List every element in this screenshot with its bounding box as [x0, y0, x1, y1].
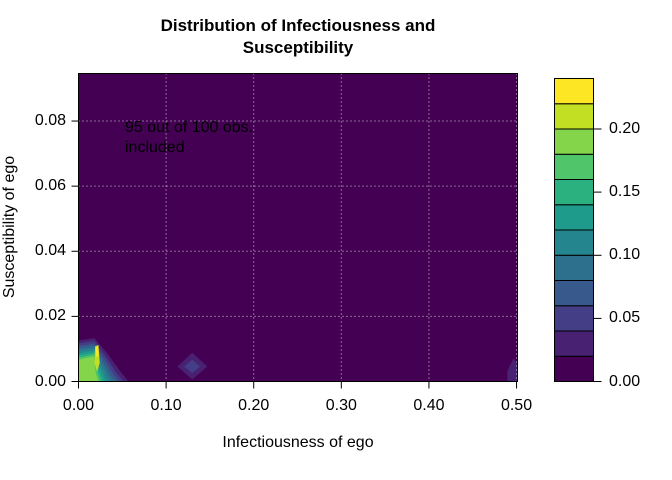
obs-annotation-line2: included: [125, 139, 185, 156]
x-tick-label: 0.50: [500, 397, 533, 414]
legend-tick-label: 0.00: [609, 372, 641, 390]
y-tick-label: 0.08: [34, 112, 66, 130]
y-axis-label: Susceptibility of ego: [1, 155, 18, 299]
legend-tick-label: 0.20: [609, 120, 641, 137]
x-axis-label: Infectiousness of ego: [222, 434, 374, 451]
y-tick-label: 0.04: [34, 242, 66, 260]
obs-annotation-line1: 95 out of 100 obs.: [125, 119, 254, 136]
legend-tick-label: 0.10: [609, 246, 641, 264]
y-tick-label: 0.06: [34, 177, 66, 195]
x-tick-label: 0.20: [238, 397, 270, 414]
x-tick-label: 0.30: [325, 397, 357, 414]
x-tick-label: 0.00: [62, 397, 95, 414]
plot-title-line2: Susceptibility: [242, 38, 354, 57]
legend-tick-label: 0.15: [609, 183, 641, 201]
y-tick-label: 0.02: [34, 307, 66, 325]
legend-tick-label: 0.05: [609, 309, 641, 327]
plot-title: Distribution of Infectiousness and Susce…: [78, 15, 518, 59]
y-tick-label: 0.00: [34, 372, 66, 390]
plot-title-line1: Distribution of Infectiousness and: [160, 16, 436, 35]
x-tick-label: 0.40: [413, 397, 445, 414]
x-tick-label: 0.10: [150, 397, 182, 414]
obs-annotation: 95 out of 100 obs. included: [125, 118, 253, 158]
